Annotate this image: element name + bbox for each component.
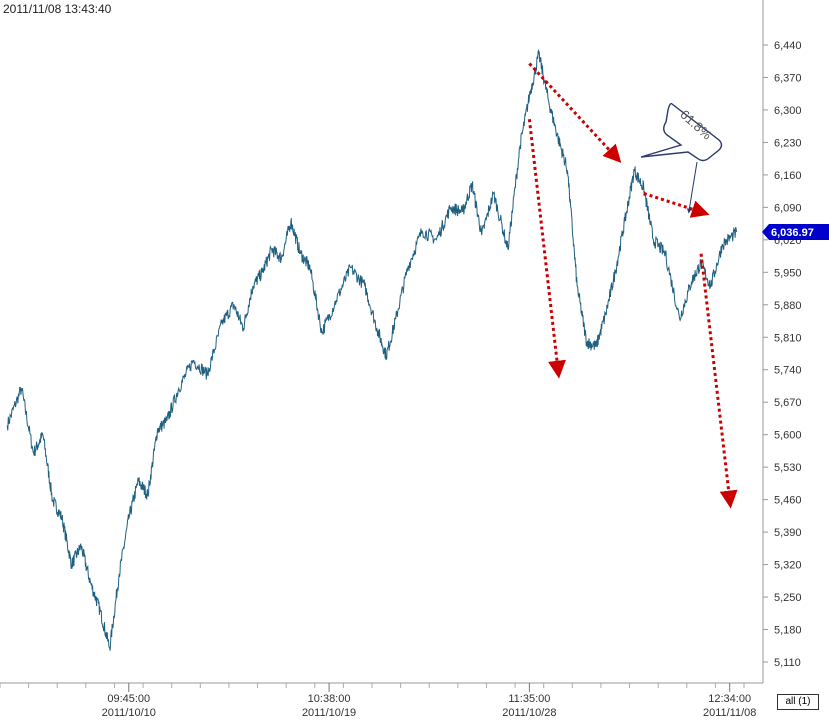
range-all-button[interactable]: all (1) xyxy=(777,694,819,710)
x-tick-date: 2011/10/28 xyxy=(502,707,556,719)
last-value-badge xyxy=(762,224,829,240)
y-tick-label: 5,950 xyxy=(774,267,802,279)
y-tick-label: 5,600 xyxy=(774,430,802,442)
x-tick-date: 2011/10/19 xyxy=(302,707,356,719)
y-tick-label: 5,390 xyxy=(774,527,802,539)
y-tick-label: 5,110 xyxy=(774,657,801,669)
y-tick-label: 6,090 xyxy=(774,202,802,214)
y-axis: 6,4406,3706,3006,2306,1606,0906,0205,950… xyxy=(763,40,802,669)
y-tick-label: 6,230 xyxy=(774,137,802,149)
projection-arrow-2 xyxy=(527,119,566,379)
x-tick-time: 11:35:00 xyxy=(508,693,550,705)
y-tick-label: 6,370 xyxy=(774,72,802,84)
x-tick-time: 09:45:00 xyxy=(107,693,150,705)
last-value-marker: 6,036.97 xyxy=(762,224,829,240)
x-tick-date: 2011/11/08 xyxy=(703,707,756,719)
callout-bubble xyxy=(640,102,723,162)
x-minor-ticks xyxy=(0,683,745,688)
y-tick-label: 5,530 xyxy=(774,462,802,474)
y-tick-label: 5,460 xyxy=(774,495,802,507)
callout-pointer xyxy=(686,161,698,214)
chart-timestamp: 2011/11/08 13:43:40 xyxy=(3,2,112,16)
x-axis: 09:45:00 2011/10/10 10:38:00 2011/10/19 11:3… xyxy=(102,683,756,719)
plot-area xyxy=(0,0,758,683)
x-tick-date: 2011/10/10 xyxy=(102,707,156,719)
y-tick-label: 6,440 xyxy=(774,40,802,52)
y-tick-label: 5,320 xyxy=(774,560,802,572)
y-tick-label: 5,250 xyxy=(774,592,802,604)
y-tick-label: 5,180 xyxy=(774,625,802,637)
y-tick-label: 6,300 xyxy=(774,105,802,117)
y-tick-label: 6,160 xyxy=(774,170,802,182)
y-tick-label: 5,880 xyxy=(774,300,802,312)
y-tick-label: 5,670 xyxy=(774,397,802,409)
x-tick-time: 12:34:00 xyxy=(708,693,751,705)
projection-arrow-4 xyxy=(699,253,738,509)
price-series-line xyxy=(6,49,738,651)
y-tick-label: 5,740 xyxy=(774,365,802,377)
x-tick-time: 10:38:00 xyxy=(308,693,351,705)
y-tick-label: 5,810 xyxy=(774,332,802,344)
last-value-label: 6,036.97 xyxy=(771,227,814,239)
